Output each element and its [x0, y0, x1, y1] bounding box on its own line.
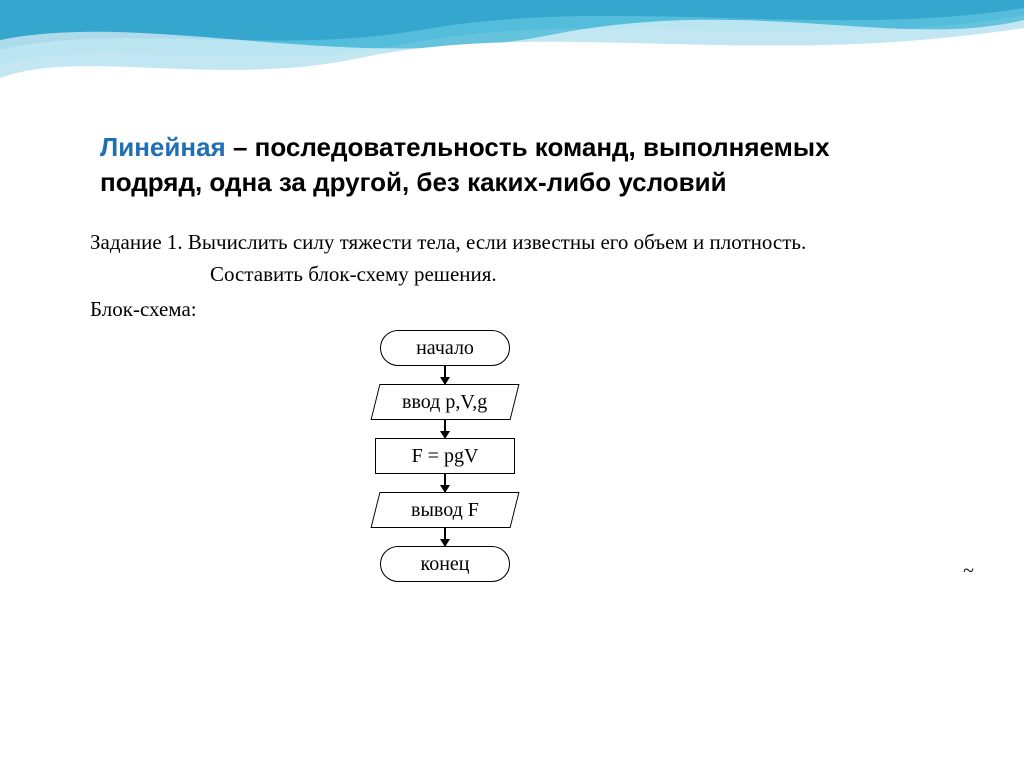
task-block: Задание 1. Вычислить силу тяжести тела, … — [90, 228, 924, 324]
flowchart-node-output: вывод F — [371, 492, 520, 528]
flowchart-arrow — [444, 528, 446, 546]
flowchart-node-end: конец — [380, 546, 510, 582]
flowchart-node-input: ввод p,V,g — [371, 384, 520, 420]
flowchart-diagram: начало ввод p,V,g F = pgV вывод F конец — [345, 330, 545, 582]
flowchart-label: Блок-схема: — [90, 295, 924, 324]
flowchart-arrow — [444, 474, 446, 492]
heading-highlight-word: Линейная — [100, 132, 226, 162]
task-line-2: Составить блок-схему решения. — [90, 260, 924, 289]
flowchart-arrow — [444, 420, 446, 438]
definition-heading: Линейная – последовательность команд, вы… — [100, 130, 924, 200]
flowchart-node-process: F = pgV — [375, 438, 515, 474]
flowchart-node-start: начало — [380, 330, 510, 366]
tilde-mark: ~ — [963, 560, 974, 583]
task-line-1: Задание 1. Вычислить силу тяжести тела, … — [90, 228, 924, 257]
slide-content: Линейная – последовательность команд, вы… — [0, 0, 1024, 324]
flowchart-arrow — [444, 366, 446, 384]
